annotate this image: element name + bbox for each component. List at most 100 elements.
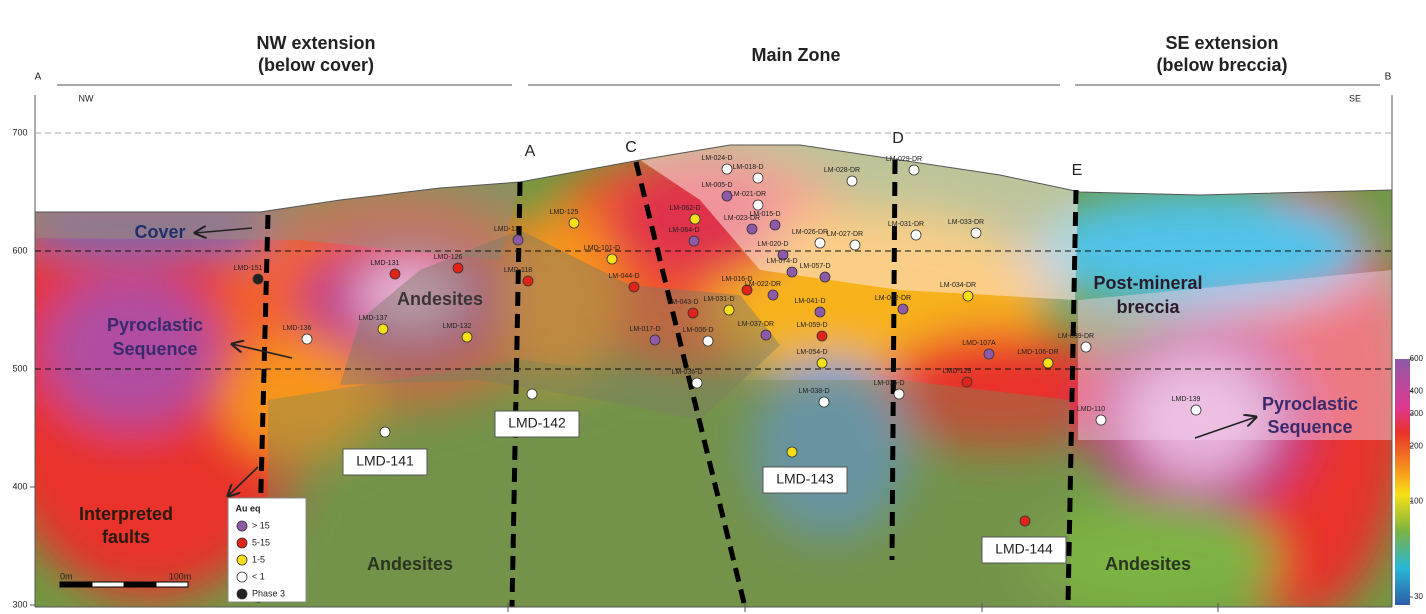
hole-box-label: LMD-144 [995,541,1053,557]
colorbar-label: 30 [1414,592,1423,601]
drill-hole-label: LM-057-D [799,263,830,270]
legend-swatch [236,537,248,549]
drill-hole-label: LM-031-DR [888,221,924,228]
drill-hole-label: LM-074-D [766,258,797,265]
drill-hole-label: LM-064-D [668,227,699,234]
drill-hole [910,229,922,241]
label: Andesites [367,554,453,574]
drill-hole-label: LM-041-D [794,298,825,305]
drill-hole-label: LMD-151 [234,265,263,272]
drill-hole [752,199,764,211]
drill-hole-label: LMD-110 [1077,406,1105,413]
drill-hole-label: LM-029-DR [886,156,922,163]
drill-hole [389,268,401,280]
drill-hole [741,284,753,296]
label: Andesites [1105,554,1191,574]
label: faults [102,527,150,547]
topography [35,144,1393,213]
legend-item: < 1 [252,571,265,581]
drill-hole [816,330,828,342]
drill-hole-label: LMD-137 [359,315,388,322]
drill-hole [814,237,826,249]
drill-hole-label: LM-054-D [796,349,827,356]
elevation-label: 600 [12,245,27,255]
drill-hole [688,235,700,247]
legend-title: Au eq [235,503,260,513]
hole-box [342,448,428,476]
drill-hole [752,172,764,184]
drill-hole-label: LMD-136 [283,325,312,332]
drill-hole-label: LMD-125 [550,209,579,216]
drill-hole [846,175,858,187]
drill-hole [1019,515,1031,527]
legend-swatch [236,571,248,583]
drill-hole [1080,341,1092,353]
drill-hole-label: LMD-118 [504,267,532,274]
drill-hole [786,266,798,278]
drill-hole-label: LMD-101-D [584,245,620,252]
drill-hole [301,333,313,345]
legend-item: > 15 [252,520,270,530]
drill-hole [908,164,920,176]
elevation-label: 700 [12,127,27,137]
drill-hole-label: LM-018-D [732,164,763,171]
colorbar [1395,359,1410,605]
drill-hole-label: LMD-132 [443,323,472,330]
drill-hole-label: LM-023-DR [724,215,760,222]
drill-hole [970,227,982,239]
drill-hole-label: LMD-113 [494,226,522,233]
drill-hole-label: LM-038-D [798,388,829,395]
drill-hole [691,377,703,389]
drill-hole [1095,414,1107,426]
section-end: A [35,72,42,83]
drill-hole [526,388,538,400]
drill-hole [816,357,828,369]
legend-item: 5-15 [252,537,270,547]
elevation-label: 500 [12,363,27,373]
colorbar-label: 200 [1410,441,1424,450]
drill-hole-label: LM-043-D [667,299,698,306]
drill-hole [786,446,798,458]
hole-box [762,466,848,494]
label: Andesites [397,289,483,309]
drill-hole [723,304,735,316]
drill-hole-label: LM-044-D [608,273,639,280]
drill-hole-label: LMD-129 [943,368,972,375]
elevation-label: 400 [12,481,27,491]
resistivity-model [35,145,1392,607]
drill-hole [814,306,826,318]
drill-hole [252,273,264,285]
drill-hole-label: LM-034-DR [940,282,976,289]
label: Pyroclastic [1262,394,1358,414]
drill-hole-label: LM-037-DR [738,321,774,328]
drill-hole [461,331,473,343]
hole-box [494,410,580,438]
scale-bar [59,581,189,588]
legend-item: Phase 3 [252,588,285,598]
label: breccia [1116,297,1180,317]
drill-hole [379,426,391,438]
label: C [625,139,637,156]
drill-hole-label: LM-062-D [669,205,700,212]
hole-box-label: LMD-141 [356,453,414,469]
label: Sequence [112,339,197,359]
drill-hole-label: LM-035-D [873,380,904,387]
legend-swatch [236,588,248,600]
drill-hole [849,239,861,251]
drill-hole [962,290,974,302]
colorbar-label: 300 [1410,409,1424,418]
drill-hole [897,303,909,315]
drill-hole [1042,357,1054,369]
drill-hole-label: LMD-126 [434,254,463,261]
drill-hole-label: LM-032-DR [875,295,911,302]
drill-hole-label: LM-022-DR [745,281,781,288]
drill-hole-label: LM-021-DR [730,191,766,198]
legend-swatch [236,520,248,532]
direction: SE [1349,93,1361,103]
drill-hole-label: LM-024-D [701,155,732,162]
drill-hole-label: LM-027-DR [827,231,863,238]
label: D [892,130,904,147]
drill-hole [702,335,714,347]
